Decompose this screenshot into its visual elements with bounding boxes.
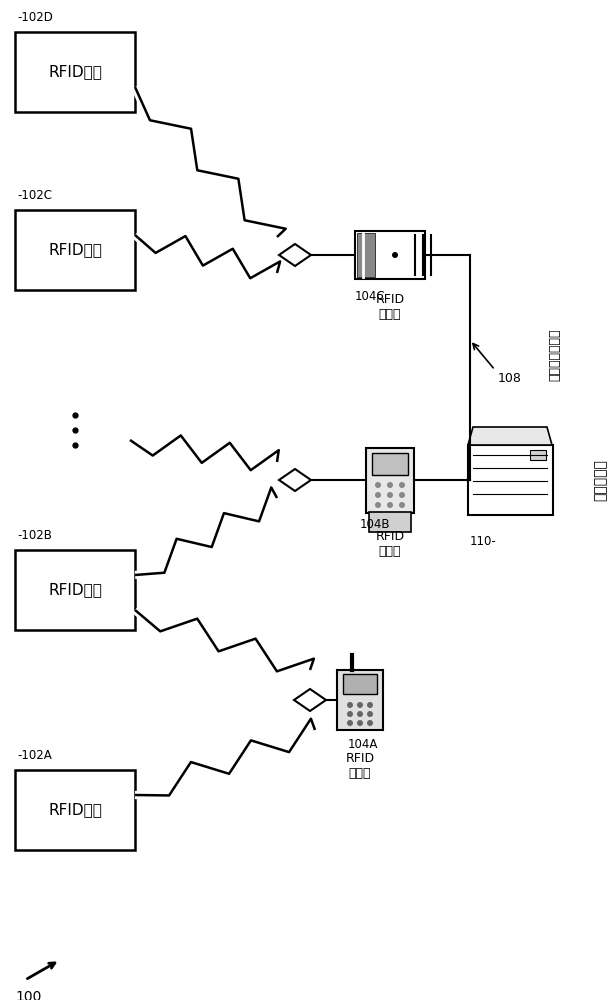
Bar xyxy=(366,448,414,513)
Circle shape xyxy=(367,711,373,717)
Bar xyxy=(15,32,135,112)
Polygon shape xyxy=(279,244,311,266)
Text: -102C: -102C xyxy=(17,189,52,202)
Bar xyxy=(530,450,546,460)
Circle shape xyxy=(347,720,353,726)
Text: RFID标签: RFID标签 xyxy=(48,242,102,257)
Bar xyxy=(15,210,135,290)
Bar xyxy=(343,674,377,694)
Bar xyxy=(372,453,408,475)
Text: 有线或无线连接: 有线或无线连接 xyxy=(549,329,561,381)
Text: 104B: 104B xyxy=(360,518,391,531)
Circle shape xyxy=(375,492,381,498)
Text: -102A: -102A xyxy=(17,749,52,762)
Bar xyxy=(355,231,425,279)
Text: RFID标签: RFID标签 xyxy=(48,582,102,597)
Circle shape xyxy=(375,502,381,508)
Text: RFID标签: RFID标签 xyxy=(48,802,102,818)
Circle shape xyxy=(357,711,363,717)
Text: RFID
读取器: RFID 读取器 xyxy=(375,530,405,558)
Text: 108: 108 xyxy=(498,372,522,385)
Polygon shape xyxy=(468,427,552,445)
Text: 104C: 104C xyxy=(355,290,386,303)
Circle shape xyxy=(399,502,405,508)
Circle shape xyxy=(392,252,398,258)
Bar xyxy=(357,233,375,277)
Text: -102B: -102B xyxy=(17,529,52,542)
Polygon shape xyxy=(294,689,326,711)
Circle shape xyxy=(367,702,373,708)
Text: -102D: -102D xyxy=(17,11,53,24)
Text: RFID
读取器: RFID 读取器 xyxy=(346,752,375,780)
Text: RFID标签: RFID标签 xyxy=(48,64,102,80)
Circle shape xyxy=(399,482,405,488)
Circle shape xyxy=(387,482,393,488)
Bar xyxy=(468,445,553,515)
Text: 100: 100 xyxy=(15,990,41,1000)
Polygon shape xyxy=(279,469,311,491)
Text: 应用服务器: 应用服务器 xyxy=(593,459,607,501)
Circle shape xyxy=(375,482,381,488)
Bar xyxy=(15,550,135,630)
Bar xyxy=(369,512,411,532)
Circle shape xyxy=(367,720,373,726)
Text: 110-: 110- xyxy=(470,535,497,548)
Circle shape xyxy=(357,720,363,726)
Circle shape xyxy=(347,711,353,717)
Text: RFID
读取器: RFID 读取器 xyxy=(375,293,405,321)
Circle shape xyxy=(347,702,353,708)
Circle shape xyxy=(399,492,405,498)
Bar xyxy=(337,670,383,730)
Circle shape xyxy=(357,702,363,708)
Text: 104A: 104A xyxy=(348,738,378,751)
Circle shape xyxy=(387,492,393,498)
Bar xyxy=(15,770,135,850)
Circle shape xyxy=(387,502,393,508)
